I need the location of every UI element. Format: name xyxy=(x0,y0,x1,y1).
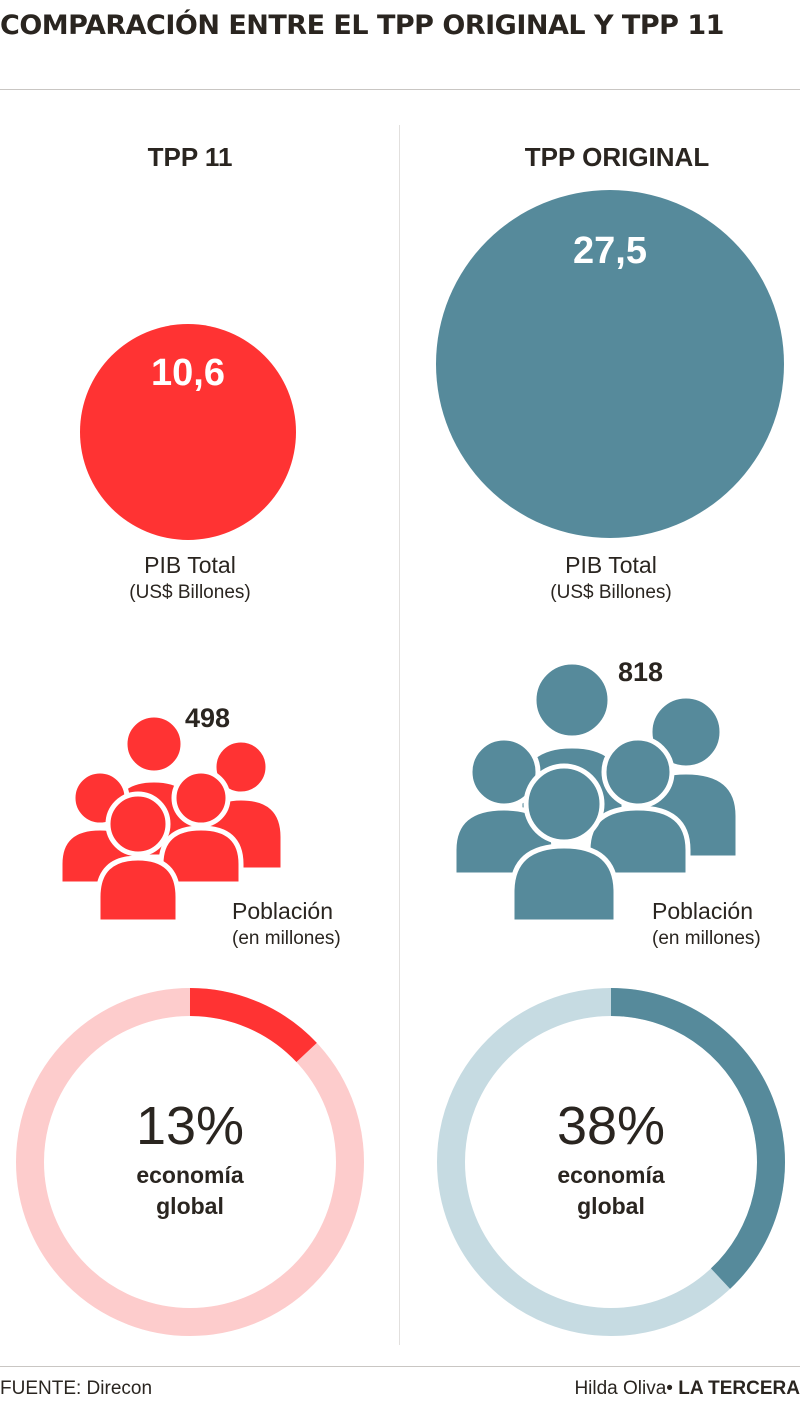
economy-label-line1-tpp11: economía xyxy=(136,1162,244,1188)
population-value-tpp11: 498 xyxy=(185,703,231,733)
economy-percent-original: 38% xyxy=(556,1096,666,1156)
population-people-icon-original xyxy=(452,660,741,925)
footer-divider xyxy=(0,1366,800,1367)
pib-unit-original: (US$ Billones) xyxy=(550,582,672,603)
economy-donut-tpp11 xyxy=(16,988,364,1336)
population-unit-original: (en millones) xyxy=(652,928,761,949)
population-label-tpp11: Población xyxy=(232,898,334,924)
pib-label-tpp11: PIB Total xyxy=(144,552,236,578)
population-label-original: Población xyxy=(652,898,754,924)
donut-arc-original xyxy=(610,988,785,1289)
pib-label-original: PIB Total xyxy=(565,552,657,578)
economy-label-line2-original: global xyxy=(577,1193,645,1219)
author-name: Hilda Oliva• xyxy=(574,1378,673,1399)
source-credit: FUENTE: Direcon xyxy=(0,1378,153,1399)
column-heading-original: TPP ORIGINAL xyxy=(524,142,710,172)
pib-value-tpp11: 10,6 xyxy=(151,352,225,394)
donut-arc-tpp11 xyxy=(189,988,317,1063)
economy-donut-original xyxy=(437,988,785,1336)
byline: Hilda Oliva• LA TERCERA xyxy=(574,1378,800,1400)
pib-unit-tpp11: (US$ Billones) xyxy=(129,582,251,603)
economy-label-original: economía global xyxy=(461,1160,761,1222)
economy-label-line1-original: economía xyxy=(557,1162,665,1188)
pib-value-original: 27,5 xyxy=(573,230,647,272)
publisher-logo: LA TERCERA xyxy=(678,1378,800,1399)
economy-percent-tpp11: 13% xyxy=(135,1096,245,1156)
page-title: COMPARACIÓN ENTRE EL TPP ORIGINAL Y TPP … xyxy=(0,10,724,41)
column-heading-tpp11: TPP 11 xyxy=(147,142,233,172)
economy-label-tpp11: economía global xyxy=(40,1160,340,1222)
header-divider xyxy=(0,89,800,90)
pib-bubble-tpp11 xyxy=(80,324,296,540)
population-value-original: 818 xyxy=(618,657,664,687)
population-people-icon-tpp11 xyxy=(58,712,286,922)
pib-bubble-original xyxy=(436,190,784,538)
column-divider xyxy=(399,125,400,1345)
population-unit-tpp11: (en millones) xyxy=(232,928,341,949)
economy-label-line2-tpp11: global xyxy=(156,1193,224,1219)
